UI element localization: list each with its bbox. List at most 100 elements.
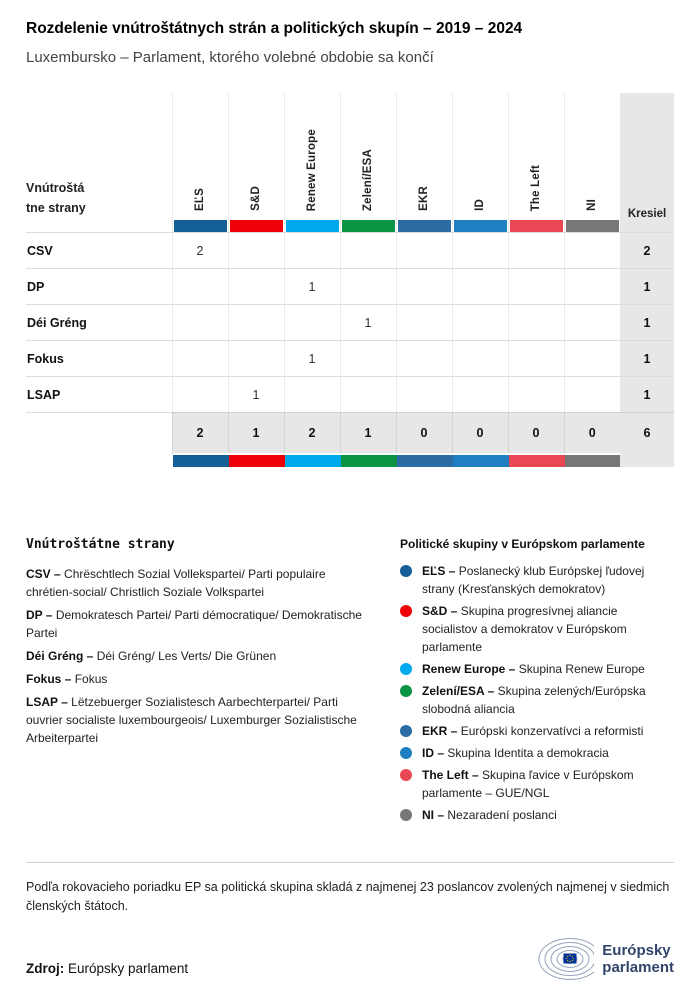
group-color-bar <box>565 455 621 467</box>
group-column-header-sd: S&D <box>227 93 284 233</box>
footnote-divider <box>26 862 674 863</box>
political-groups-legend-title: Politické skupiny v Európskom parlamente <box>400 537 645 551</box>
group-color-bar <box>173 220 227 232</box>
bottom-color-bars-row <box>26 453 674 467</box>
seat-cell <box>171 268 228 305</box>
group-label: Renew Europe <box>306 128 318 211</box>
source-line: Zdroj: Európsky parlament <box>26 961 188 982</box>
party-legend-item: Fokus – Fokus <box>26 672 108 686</box>
total-cell: 0 <box>451 412 508 453</box>
group-color-dot <box>400 605 412 617</box>
seat-cell: 1 <box>283 340 340 377</box>
seats-total-cell: 1 <box>620 268 674 305</box>
group-color-bar <box>285 455 341 467</box>
group-color-dot <box>400 725 412 737</box>
seat-cell <box>171 304 228 341</box>
seat-distribution-table: Vnútroštátne strany EĽS S&D Renew Europe <box>26 93 674 467</box>
seat-cell <box>395 268 452 305</box>
party-name: CSV <box>26 232 172 269</box>
total-cell: 1 <box>339 412 396 453</box>
seat-cell <box>339 268 396 305</box>
group-color-bar <box>229 220 283 232</box>
group-color-bar <box>173 455 229 467</box>
national-parties-legend: Vnútroštátne strany CSV – Chrëschtlech S… <box>26 537 400 828</box>
group-color-bar <box>565 220 619 232</box>
page-subtitle: Luxembursko – Parlament, ktorého volebné… <box>26 49 434 66</box>
seat-cell <box>339 232 396 269</box>
seat-cell <box>507 232 564 269</box>
source-value: Európsky parlament <box>68 961 189 976</box>
seats-total-cell: 1 <box>620 340 674 377</box>
table-row-csv: CSV 2 2 <box>26 232 674 269</box>
group-label: ID <box>474 199 486 211</box>
group-column-header-greens: Zelení/ESA <box>339 93 396 233</box>
seat-cell <box>451 268 508 305</box>
seat-cell <box>171 376 228 413</box>
party-legend-item: CSV – Chrëschtlech Sozial Vollekspartei/… <box>26 567 326 599</box>
total-cell: 0 <box>395 412 452 453</box>
seat-cell <box>395 232 452 269</box>
group-legend-item: EĽS – Poslanecký klub Európskej ľudovej … <box>400 562 674 598</box>
seat-cell <box>339 340 396 377</box>
seat-cell <box>339 376 396 413</box>
seat-cell: 1 <box>283 268 340 305</box>
group-color-dot <box>400 565 412 577</box>
seat-cell <box>227 304 284 341</box>
ep-logo-wordmark: Európsky parlament <box>602 942 674 976</box>
page-footer: Zdroj: Európsky parlament <box>26 936 674 982</box>
group-color-bar <box>341 220 395 232</box>
seat-cell <box>227 340 284 377</box>
total-cell: 2 <box>283 412 340 453</box>
seat-cell <box>507 304 564 341</box>
party-legend-item: LSAP – Lëtzebuerger Sozialistesch Aarbec… <box>26 695 357 745</box>
table-row-dei-greng: Déi Gréng 1 1 <box>26 304 674 341</box>
bar-cell <box>228 453 285 467</box>
seats-column-header: Kresiel <box>620 93 674 233</box>
seats-total-cell: 2 <box>620 232 674 269</box>
seats-total-cell: 1 <box>620 304 674 341</box>
group-label: Zelení/ESA <box>362 148 374 211</box>
seat-cell <box>451 376 508 413</box>
political-groups-legend: Politické skupiny v Európskom parlamente… <box>400 537 674 828</box>
seat-cell <box>563 232 620 269</box>
group-color-bar <box>229 455 285 467</box>
table-row-fokus: Fokus 1 1 <box>26 340 674 377</box>
group-column-header-els: EĽS <box>171 93 228 233</box>
seat-cell <box>283 232 340 269</box>
seats-total-cell: 1 <box>620 376 674 413</box>
bar-cell <box>284 453 341 467</box>
ep-hemicycle-icon <box>538 938 595 980</box>
total-cell: 0 <box>563 412 620 453</box>
group-legend-item: Renew Europe – Skupina Renew Europe <box>400 660 674 678</box>
group-color-bar <box>397 220 451 232</box>
row-header-label: Vnútroštátne strany <box>26 181 86 215</box>
group-column-header-id: ID <box>451 93 508 233</box>
group-color-bar <box>453 455 509 467</box>
seat-cell: 2 <box>171 232 228 269</box>
group-color-bar <box>341 455 397 467</box>
page-title: Rozdelenie vnútroštátnych strán a politi… <box>26 20 523 37</box>
total-seats-cell: 6 <box>620 412 674 453</box>
seat-cell <box>563 268 620 305</box>
seat-cell: 1 <box>227 376 284 413</box>
european-parliament-logo: Európsky parlament <box>528 936 674 982</box>
bar-cell <box>172 453 229 467</box>
seat-cell <box>563 304 620 341</box>
bar-cell <box>340 453 397 467</box>
group-color-dot <box>400 809 412 821</box>
seat-cell <box>283 304 340 341</box>
table-row-dp: DP 1 1 <box>26 268 674 305</box>
group-column-header-theleft: The Left <box>507 93 564 233</box>
seat-cell <box>451 232 508 269</box>
group-color-dot <box>400 747 412 759</box>
party-legend-item: DP – Demokratesch Partei/ Parti démocrat… <box>26 608 362 640</box>
group-color-bar <box>397 455 453 467</box>
seat-cell <box>507 340 564 377</box>
group-column-header-ni: NI <box>563 93 620 233</box>
party-legend-item: Déi Gréng – Déi Gréng/ Les Verts/ Die Gr… <box>26 649 277 663</box>
bar-cell <box>396 453 453 467</box>
table-totals-row: 2 1 2 1 0 0 0 0 6 <box>26 412 674 453</box>
group-label: The Left <box>530 164 542 211</box>
party-name: Déi Gréng <box>26 304 172 341</box>
